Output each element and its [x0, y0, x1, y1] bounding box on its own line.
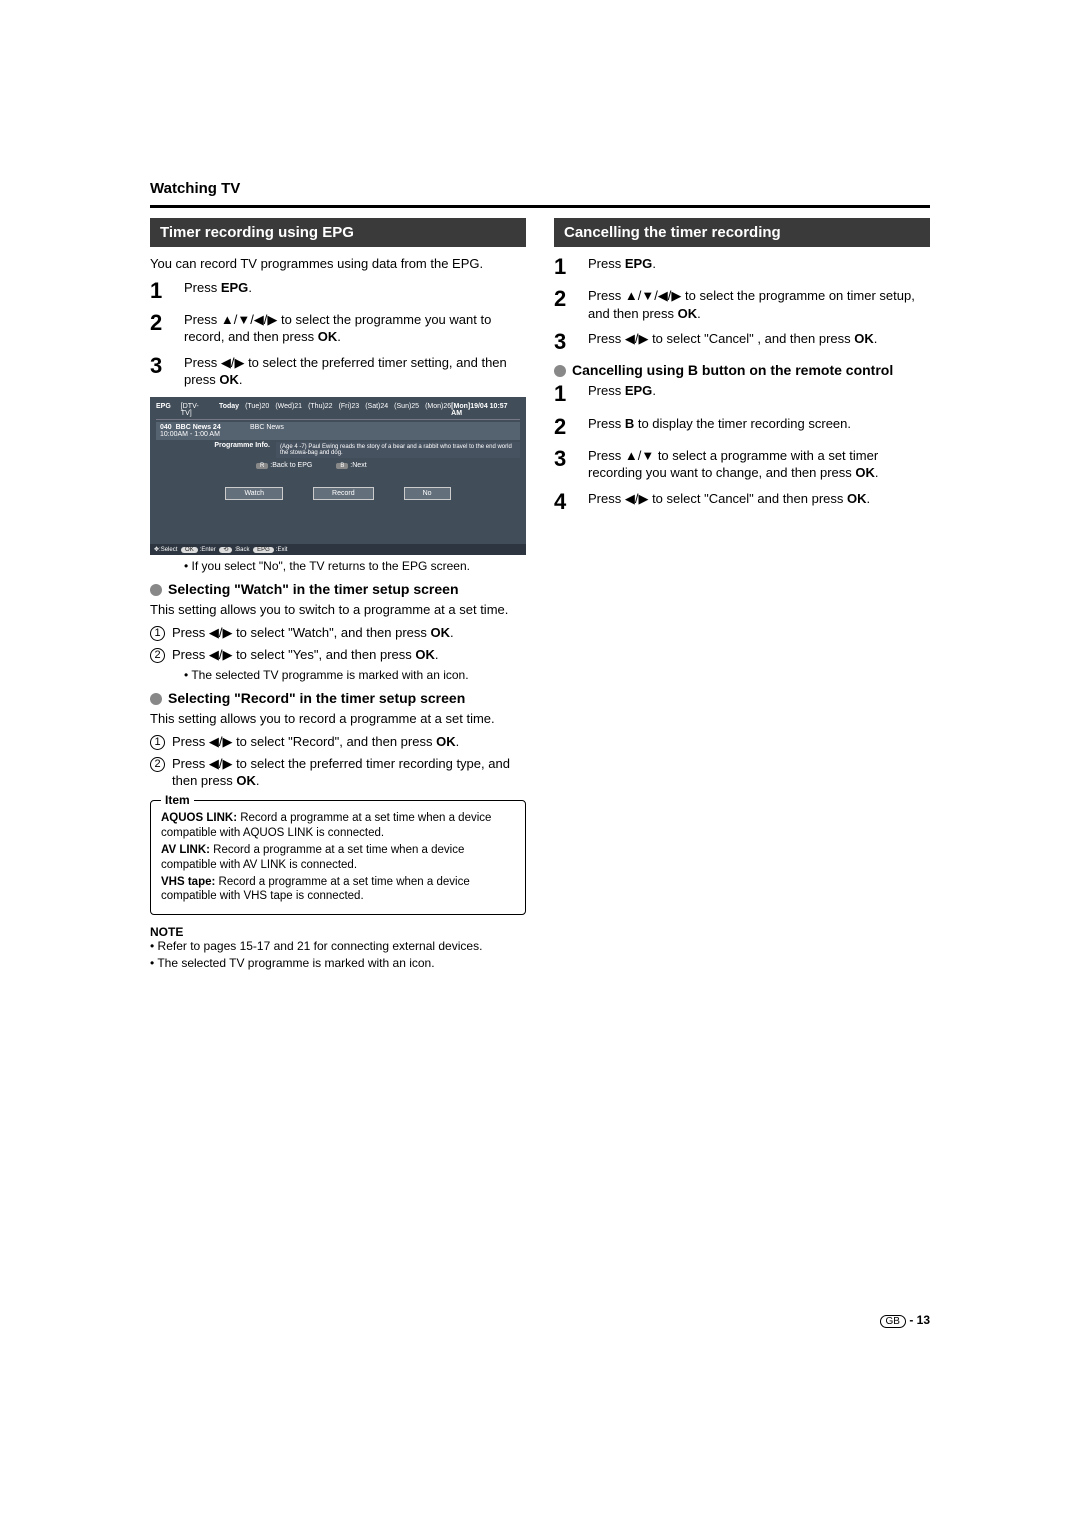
- step-num: 2: [150, 311, 184, 346]
- step-num: 3: [150, 354, 184, 389]
- arrow-icons: ◀/▶: [221, 355, 245, 370]
- step-3: 3 Press ◀/▶ to select the preferred time…: [150, 354, 526, 389]
- epg-clock: [Mon]19/04 10:57 AM: [451, 403, 520, 417]
- step-1: 1 Press EPG.: [554, 255, 930, 279]
- cancel-b-subheading: Cancelling using B button on the remote …: [554, 362, 930, 378]
- circled-step-2: 2 Press ◀/▶ to select the preferred time…: [150, 755, 526, 790]
- divider: [150, 205, 930, 208]
- arrow-icons: ▲/▼/◀/▶: [625, 288, 682, 303]
- intro-left: You can record TV programmes using data …: [150, 255, 526, 273]
- item-legend: Item: [161, 793, 194, 807]
- step-1: 1 Press EPG.: [554, 382, 930, 406]
- two-columns: Timer recording using EPG You can record…: [150, 218, 930, 973]
- epg-nav-hints: R :Back to EPG B :Next: [156, 462, 520, 469]
- record-desc: This setting allows you to record a prog…: [150, 710, 526, 728]
- region-badge: GB: [880, 1315, 906, 1328]
- step-body: Press ◀/▶ to select the preferred timer …: [184, 354, 526, 389]
- bullet-icon: [554, 365, 566, 377]
- arrow-icons: ▲/▼: [625, 448, 654, 463]
- step-3: 3 Press ◀/▶ to select "Cancel" , and the…: [554, 330, 930, 354]
- ok-pill-icon: OK: [181, 547, 198, 553]
- watch-desc: This setting allows you to switch to a p…: [150, 601, 526, 619]
- arrow-icons: ◀/▶: [625, 491, 649, 506]
- bullet-icon: [150, 693, 162, 705]
- circled-step-1: 1 Press ◀/▶ to select "Watch", and then …: [150, 624, 526, 642]
- note-item: • Refer to pages 15-17 and 21 for connec…: [150, 939, 526, 955]
- epg-footer-bar: ✥:Select OK:Enter ⟲:Back EPG:Exit: [150, 544, 526, 555]
- step-body: Press ▲/▼/◀/▶ to select the programme yo…: [184, 311, 526, 346]
- step-4: 4 Press ◀/▶ to select "Cancel" and then …: [554, 490, 930, 514]
- right-column: Cancelling the timer recording 1 Press E…: [554, 218, 930, 973]
- arrow-icons: ◀/▶: [209, 756, 233, 771]
- epg-programme-info: Programme Info. (Age 4 -7) Paul Ewing re…: [156, 442, 520, 458]
- epg-screenshot: EPG [DTV-TV] Today (Tue)20 (Wed)21 (Thu)…: [150, 397, 526, 555]
- arrow-icons: ▲/▼/◀/▶: [221, 312, 278, 327]
- page-footer: GB - 13: [150, 1313, 930, 1328]
- step-body: Press EPG.: [184, 279, 252, 303]
- step-3: 3 Press ▲/▼ to select a programme with a…: [554, 447, 930, 482]
- circle-1-icon: 1: [150, 626, 165, 641]
- steps-left: 1 Press EPG. 2 Press ▲/▼/◀/▶ to select t…: [150, 279, 526, 389]
- step-2: 2 Press B to display the timer recording…: [554, 415, 930, 439]
- epg-pill-icon: EPG: [253, 547, 274, 553]
- r-key-icon: R: [256, 463, 268, 469]
- note-item: • The selected TV programme is marked wi…: [150, 956, 526, 972]
- arrow-icons: ◀/▶: [209, 625, 233, 640]
- section-title-left: Timer recording using EPG: [150, 218, 526, 247]
- left-column: Timer recording using EPG You can record…: [150, 218, 526, 973]
- section-title-right: Cancelling the timer recording: [554, 218, 930, 247]
- return-pill-icon: ⟲: [219, 547, 232, 553]
- circle-2-icon: 2: [150, 757, 165, 772]
- page-heading: Watching TV: [150, 180, 930, 197]
- item-box: Item AQUOS LINK: Record a programme at a…: [150, 800, 526, 916]
- epg-days: Today (Tue)20 (Wed)21 (Thu)22 (Fri)23 (S…: [219, 403, 451, 417]
- step-num: 1: [150, 279, 184, 303]
- step-1: 1 Press EPG.: [150, 279, 526, 303]
- step-2: 2 Press ▲/▼/◀/▶ to select the programme …: [150, 311, 526, 346]
- epg-buttons: Watch Record No: [156, 487, 520, 500]
- epg-top-bar: EPG [DTV-TV] Today (Tue)20 (Wed)21 (Thu)…: [156, 403, 520, 420]
- note-after-image: • If you select "No", the TV returns to …: [184, 559, 526, 573]
- arrow-icons: ◀/▶: [625, 331, 649, 346]
- note-list: • Refer to pages 15-17 and 21 for connec…: [150, 939, 526, 971]
- note-heading: NOTE: [150, 925, 526, 939]
- b-key-icon: B: [336, 463, 348, 469]
- page-number: - 13: [906, 1313, 930, 1327]
- arrow-icons: ◀/▶: [209, 734, 233, 749]
- no-button[interactable]: No: [404, 487, 451, 500]
- watch-subheading: Selecting "Watch" in the timer setup scr…: [150, 581, 526, 597]
- circle-1-icon: 1: [150, 735, 165, 750]
- manual-page: Watching TV Timer recording using EPG Yo…: [0, 0, 1080, 1388]
- circled-step-1: 1 Press ◀/▶ to select "Record", and then…: [150, 733, 526, 751]
- bullet-icon: [150, 584, 162, 596]
- record-button[interactable]: Record: [313, 487, 374, 500]
- record-subheading: Selecting "Record" in the timer setup sc…: [150, 690, 526, 706]
- arrow-icons: ◀/▶: [209, 647, 233, 662]
- epg-programme-row: 040 BBC News 2410:00AM - 1:00 AM BBC New…: [156, 422, 520, 440]
- circled-step-2: 2 Press ◀/▶ to select "Yes", and then pr…: [150, 646, 526, 664]
- step-2: 2 Press ▲/▼/◀/▶ to select the programme …: [554, 287, 930, 322]
- watch-note: • The selected TV programme is marked wi…: [184, 668, 526, 682]
- circle-2-icon: 2: [150, 648, 165, 663]
- steps-right-b: 1 Press EPG. 2 Press B to display the ti…: [554, 382, 930, 514]
- steps-right-a: 1 Press EPG. 2 Press ▲/▼/◀/▶ to select t…: [554, 255, 930, 354]
- watch-button[interactable]: Watch: [225, 487, 283, 500]
